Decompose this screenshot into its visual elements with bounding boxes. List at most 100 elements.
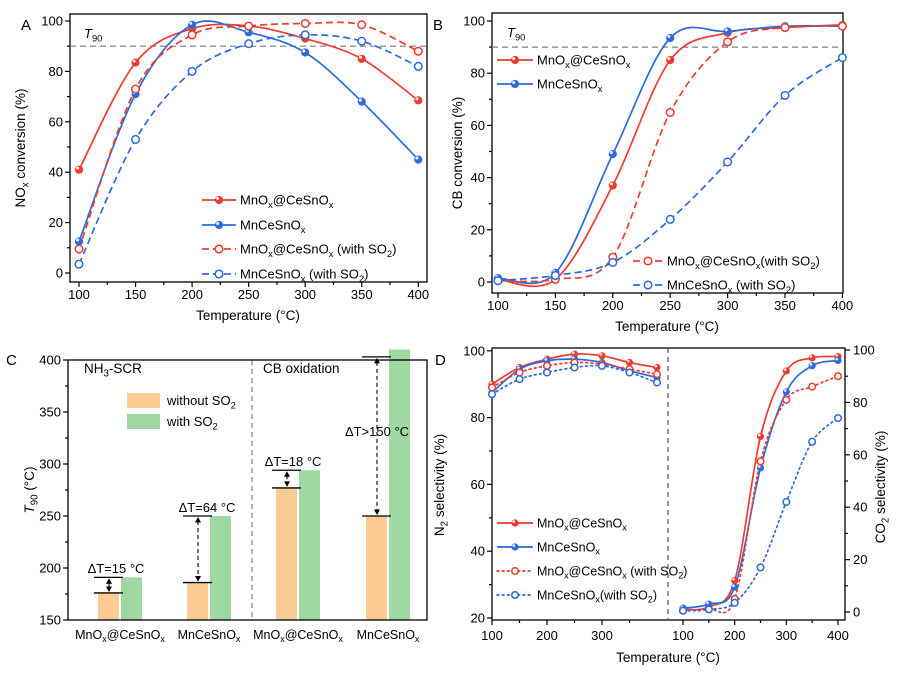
bar-with-so2: [121, 577, 142, 620]
legend-label: MnCeSnOx(with SO2): [537, 589, 657, 605]
y-tick-label: 60: [49, 114, 63, 129]
arrowhead-down: [106, 586, 112, 592]
data-point: [834, 356, 842, 365]
data-point: [413, 46, 423, 56]
y-tick-label: 150: [39, 613, 61, 628]
x-tick-label: 300: [775, 628, 797, 643]
data-point: [756, 457, 765, 466]
right-y-tick-label: 0: [853, 605, 860, 620]
data-point: [666, 56, 675, 65]
data-point: [357, 54, 366, 63]
data-point: [131, 84, 141, 94]
data-point: [643, 280, 653, 290]
bar-without-so2: [366, 516, 387, 620]
data-point: [187, 66, 197, 76]
x-tick-label: 200: [724, 628, 746, 643]
marker-highlight: [835, 357, 839, 361]
y-tick-label: 100: [41, 14, 63, 29]
data-point: [74, 244, 84, 254]
data-point: [413, 61, 423, 71]
data-point: [782, 395, 791, 404]
x-tick-label: 300: [294, 287, 316, 302]
left-y-axis-title: N2 selectivity (%): [432, 434, 450, 536]
marker-highlight: [667, 34, 671, 38]
right-y-tick-label: 80: [853, 395, 867, 410]
marker-highlight: [654, 364, 658, 368]
data-point: [780, 22, 790, 33]
data-point: [214, 244, 224, 254]
bar-without-so2: [187, 582, 208, 620]
right-y-tick-label: 20: [853, 552, 867, 567]
x-tick-label: 100: [68, 287, 90, 302]
left-y-tick-label: 80: [471, 410, 485, 425]
bar-with-so2: [210, 516, 231, 620]
x-tick-label: 100: [481, 628, 503, 643]
bar-without-so2: [98, 592, 119, 620]
x-axis-title: Temperature (°C): [616, 650, 720, 665]
y-tick-label: 350: [39, 405, 61, 420]
data-point: [808, 354, 816, 362]
data-point: [782, 388, 790, 396]
data-point: [808, 437, 817, 446]
data-point: [598, 352, 606, 360]
left-y-tick-label: 100: [463, 343, 485, 358]
series-line: [682, 417, 839, 612]
data-point: [782, 497, 791, 507]
y-tick-label: 20: [49, 215, 63, 230]
x-category-label: MnOx@CeSnOx: [253, 628, 343, 644]
legend-label: without SO2: [166, 393, 236, 410]
data-point: [731, 576, 739, 585]
x-category-label: MnOx@CeSnOx: [75, 628, 165, 644]
y-tick-label: 80: [49, 64, 63, 79]
marker-highlight: [809, 362, 813, 366]
section-label-nh3-scr: NH3-SCR: [84, 361, 142, 379]
x-category-label: MnCeSnOx: [178, 628, 241, 644]
data-point: [515, 368, 524, 377]
marker-highlight: [216, 221, 220, 225]
x-tick-label: 250: [238, 287, 260, 302]
x-tick-label: 250: [659, 298, 681, 313]
legend-label: MnCeSnOx: [537, 541, 600, 557]
bar-without-so2: [276, 487, 297, 620]
data-point: [837, 21, 847, 31]
x-axis-title: Temperature (°C): [196, 308, 300, 323]
legend-label: with SO2: [166, 414, 218, 431]
marker-highlight: [76, 166, 80, 170]
marker-highlight: [732, 584, 735, 588]
legend-label: MnOx@CeSnOx(with SO2): [667, 254, 820, 271]
data-point: [730, 598, 739, 607]
marker-highlight: [189, 21, 193, 25]
data-point: [542, 361, 552, 370]
arrowhead-down: [374, 509, 380, 515]
x-tick-label: 100: [672, 628, 694, 643]
marker-highlight: [512, 544, 516, 547]
delta-annotation: ΔT>150 °C: [345, 424, 409, 439]
data-point: [723, 157, 733, 167]
marker-highlight: [544, 358, 548, 361]
data-point: [550, 270, 560, 281]
data-point: [625, 358, 634, 367]
data-point: [511, 543, 519, 551]
arrowhead-down: [284, 481, 290, 487]
marker-highlight: [724, 28, 728, 32]
data-point: [515, 375, 524, 384]
x-tick-label: 350: [774, 298, 796, 313]
data-point: [188, 20, 197, 29]
marker-highlight: [626, 359, 630, 363]
marker-highlight: [571, 356, 575, 360]
data-point: [244, 39, 254, 49]
series-line: [682, 375, 839, 614]
y-axis-title: NOx conversion (%): [13, 89, 31, 208]
series-line: [682, 355, 839, 611]
data-point: [731, 583, 739, 591]
data-point: [131, 134, 141, 144]
marker-highlight: [599, 353, 603, 356]
data-point: [187, 30, 197, 40]
y-axis-title: CB conversion (%): [450, 97, 465, 210]
series-line: [78, 21, 419, 250]
data-point: [723, 37, 733, 47]
panel-b: 100 150 200 250 300 350 400 0 20 40 60 80 100 T90 MnOx…: [433, 12, 853, 334]
delta-annotation: ΔT=15 °C: [88, 561, 145, 576]
marker-highlight: [757, 433, 761, 437]
